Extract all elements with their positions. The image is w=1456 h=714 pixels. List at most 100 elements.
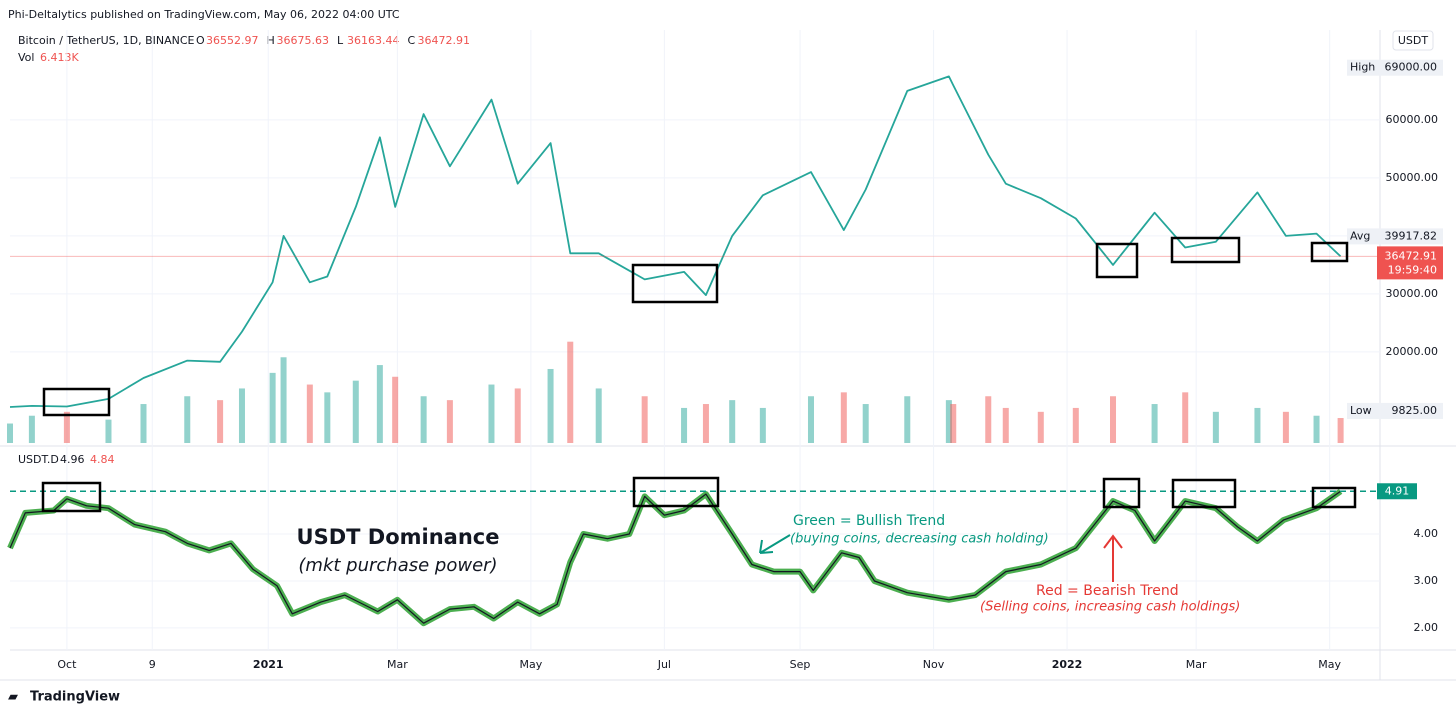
x-tick-label: 2022 <box>1052 658 1083 671</box>
low-label: 9825.00 <box>1392 404 1438 417</box>
red-note: Red = Bearish Trend <box>1036 583 1179 599</box>
volume-title: Vol <box>18 51 34 64</box>
volume-bar <box>514 388 521 443</box>
volume-bar <box>807 396 814 443</box>
box <box>1102 477 1141 509</box>
currency-box <box>1392 30 1434 51</box>
volume-bar <box>105 419 112 443</box>
y-tick-label: 2.00 <box>1414 621 1439 634</box>
dominance-legend-2: 4.84 <box>90 453 115 466</box>
green-arrow <box>759 534 791 554</box>
volume-bar <box>1254 407 1261 443</box>
volume-bar <box>1002 407 1009 443</box>
volume-bar <box>702 404 709 443</box>
annotation-title: USDT Dominance <box>297 525 500 549</box>
x-tick-label: Oct <box>57 658 77 671</box>
x-tick-label: May <box>519 658 542 671</box>
volume-bar <box>7 423 13 443</box>
price-line <box>9 75 1342 408</box>
volume-bar <box>352 380 359 443</box>
volume-bar <box>904 396 911 443</box>
box <box>1310 241 1349 263</box>
volume-bar <box>1072 407 1079 443</box>
high-box <box>1347 59 1443 76</box>
y-tick-label: 3.00 <box>1414 574 1439 587</box>
x-tick-label: Sep <box>790 658 811 671</box>
volume-bar <box>420 396 427 443</box>
last-dominance: 4.91 <box>1385 484 1410 497</box>
volume-value: 6.413K <box>40 51 79 64</box>
low-box <box>1347 402 1443 419</box>
volume-bar <box>392 376 399 443</box>
avg-box <box>1347 228 1443 245</box>
box <box>42 387 111 417</box>
box <box>1311 486 1357 509</box>
volume-bar <box>1151 404 1158 443</box>
volume-bar <box>28 415 35 443</box>
volume-bar <box>840 392 847 443</box>
currency: USDT <box>1398 34 1429 47</box>
volume-bar <box>1313 415 1320 443</box>
volume-bar <box>1037 411 1044 443</box>
volume-bar <box>759 407 766 443</box>
volume-bar <box>184 396 191 443</box>
y-tick-label: 20000.00 <box>1386 345 1439 358</box>
ohlc-label: C <box>408 34 416 47</box>
volume-bar <box>547 368 554 443</box>
volume-bar <box>1282 411 1289 443</box>
x-tick-label: May <box>1318 658 1341 671</box>
volume-bar <box>567 341 574 443</box>
brand: TradingView <box>30 690 120 705</box>
high-label: 69000.00 <box>1385 61 1438 74</box>
last-dominance-box <box>1377 483 1417 500</box>
y-tick-label: 4.00 <box>1414 527 1439 540</box>
y-tick-label: 60000.00 <box>1386 113 1439 126</box>
volume-bar <box>324 392 331 443</box>
box <box>631 263 719 304</box>
volume-bar <box>1182 392 1189 443</box>
volume-bar <box>985 396 992 443</box>
price-line <box>9 490 1341 624</box>
box <box>41 481 102 513</box>
volume-bar <box>217 400 224 443</box>
box <box>632 476 720 508</box>
volume-bar <box>63 411 70 443</box>
volume-bar <box>280 357 287 443</box>
volume-bar <box>1110 396 1117 443</box>
high-name: High <box>1350 61 1375 74</box>
ohlc-label: L <box>337 34 344 47</box>
green-note-sub: (buying coins, decreasing cash holding) <box>790 532 1049 547</box>
volume-bar <box>269 372 276 443</box>
x-tick-label: 9 <box>149 658 156 671</box>
ohlc-value: 36675.63 <box>277 34 330 47</box>
avg-label: 39917.82 <box>1385 229 1438 242</box>
x-tick-label: Nov <box>923 658 945 671</box>
volume-bar <box>595 388 602 443</box>
x-tick-label: Jul <box>657 658 671 671</box>
last-price: 36472.91 <box>1385 249 1438 262</box>
dominance-legend-1: 4.96 <box>60 453 85 466</box>
dominance-title: USDT.D <box>18 453 59 466</box>
x-tick-label: Mar <box>1186 658 1207 671</box>
volume-bar <box>641 396 648 443</box>
volume-bar <box>950 404 957 443</box>
red-arrow <box>1103 534 1123 582</box>
volume-bar <box>238 388 245 443</box>
ohlc-value: 36552.97 <box>206 34 259 47</box>
avg-name: Avg <box>1350 229 1370 242</box>
volume-bar <box>446 400 453 443</box>
x-tick-label: Mar <box>387 658 408 671</box>
ohlc-label: H <box>267 34 275 47</box>
ohlc-value: 36163.44 <box>347 34 400 47</box>
volume-bar <box>140 404 147 443</box>
y-tick-label: 30000.00 <box>1386 287 1439 300</box>
volume-bar <box>681 407 688 443</box>
ohlc-label: O <box>196 34 205 47</box>
volume-bar <box>862 404 869 443</box>
low-name: Low <box>1350 404 1372 417</box>
box <box>1170 236 1241 264</box>
volume-bar <box>729 400 736 443</box>
volume-bar <box>488 384 495 443</box>
volume-bar <box>376 365 383 443</box>
